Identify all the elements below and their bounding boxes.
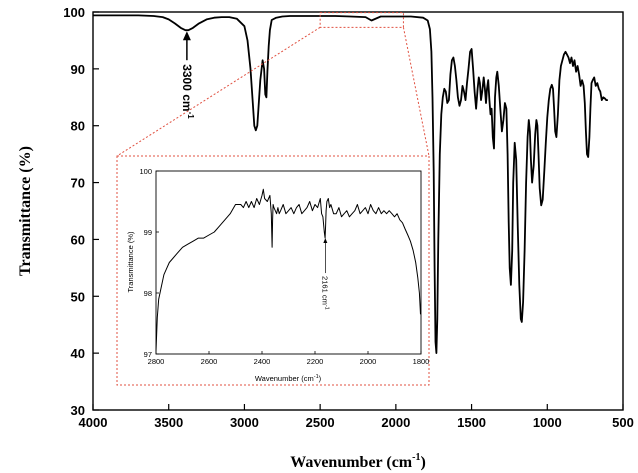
main-x-tick-label: 3000	[230, 415, 259, 430]
main-y-tick-label: 90	[71, 62, 85, 77]
main-y-tick-label: 80	[71, 119, 85, 134]
main-y-tick-label: 50	[71, 289, 85, 304]
inset-x-tick-label: 2200	[307, 357, 324, 366]
inset-x-tick-label: 2400	[254, 357, 271, 366]
inset-x-tick-label: 2000	[360, 357, 377, 366]
main-y-tick-label: 40	[71, 346, 85, 361]
main-plot: 4000 3500 3000 2500 2000 1500 1000 500 30 40 50 60…	[17, 5, 634, 471]
main-y-axis-title: Transmittance (%)	[17, 146, 34, 276]
inset-x-tick-label: 2800	[148, 357, 165, 366]
inset-x-tick-label: 2600	[201, 357, 218, 366]
annotation-2161-label: 2161 cm-1	[320, 276, 329, 310]
zoom-connector-right	[402, 27, 430, 157]
main-series-line	[93, 14, 608, 354]
main-y-tick-label: 100	[63, 5, 85, 20]
inset-y-tick-label: 99	[144, 228, 152, 237]
inset-border	[116, 155, 430, 386]
inset-series-line	[155, 188, 421, 352]
inset-x-tick-label: 1800	[413, 357, 430, 366]
main-x-tick-label: 1000	[533, 415, 562, 430]
annotation-2161-arrowhead	[323, 238, 328, 244]
main-x-axis-title: Wavenumber (cm-1)	[290, 452, 426, 471]
main-x-tick-label: 500	[612, 415, 634, 430]
inset-x-axis-title: Wavenumber (cm-1)	[255, 374, 322, 383]
main-x-tick-label: 2000	[381, 415, 410, 430]
inset-y-axis-title: Transmittance (%)	[126, 231, 135, 292]
main-y-tick-label: 60	[71, 232, 85, 247]
inset-plot-frame	[155, 170, 422, 355]
main-x-tick-label: 2500	[306, 415, 335, 430]
main-y-tick-label: 70	[71, 176, 85, 191]
annotation-3300-label: 3300 cm-1	[180, 64, 195, 119]
zoom-region-box	[319, 12, 404, 28]
main-x-tick-label: 4000	[79, 415, 108, 430]
main-x-ticks: 4000 3500 3000 2500 2000 1500 1000 500	[79, 404, 634, 430]
annotation-3300-arrowhead	[182, 31, 191, 41]
main-y-ticks: 30 40 50 60 70 80 90 100	[63, 5, 99, 418]
main-y-tick-label: 30	[71, 403, 85, 418]
inset-y-tick-label: 100	[139, 167, 152, 176]
inset-y-tick-label: 98	[144, 289, 152, 298]
zoom-connector-left	[116, 26, 321, 157]
main-x-tick-label: 1500	[457, 415, 486, 430]
main-plot-frame	[92, 11, 624, 411]
inset-background	[117, 156, 429, 385]
inset-plot: 2800 2600 2400 2200 2000 1800 97 98 99 100 Waven…	[116, 155, 430, 386]
inset-y-ticks: 97 98 99 100	[139, 167, 159, 359]
main-x-tick-label: 3500	[154, 415, 183, 430]
inset-x-ticks: 2800 2600 2400 2200 2000 1800	[148, 351, 430, 366]
inset-y-tick-label: 97	[144, 350, 152, 359]
